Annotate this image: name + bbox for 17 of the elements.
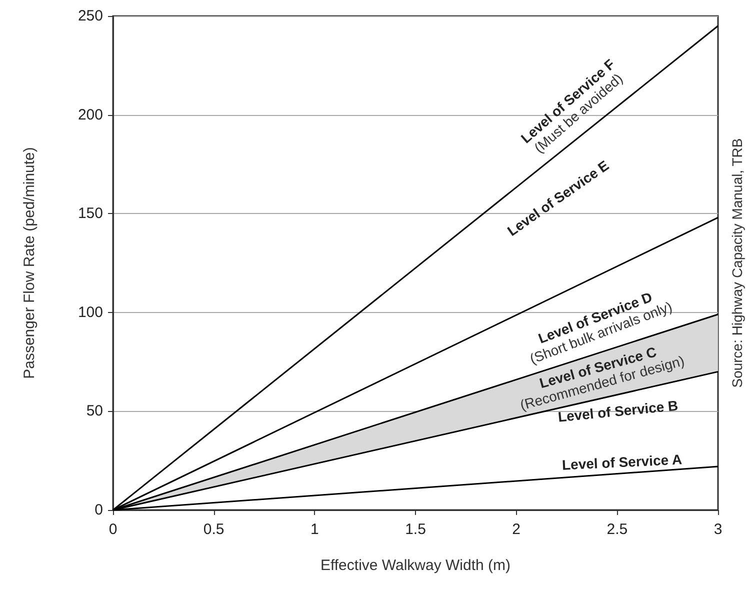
source-note: Source: Highway Capacity Manual, TRB [729, 138, 745, 388]
x-tick-label: 0 [108, 521, 118, 538]
y-tick-label: 100 [78, 304, 103, 321]
y-tick-label: 50 [86, 402, 103, 420]
y-tick-label: 0 [94, 502, 103, 518]
y-tick-label: 200 [78, 106, 103, 124]
x-tick-label: 2 [512, 521, 521, 538]
x-tick-label: 1.5 [405, 521, 426, 538]
y-tick-label: 250 [78, 8, 103, 24]
x-tick-label: 1 [310, 521, 319, 538]
x-tick-label: 2.5 [606, 521, 628, 538]
x-tick-label: 3 [714, 521, 722, 538]
x-tick-label: 0.5 [203, 521, 224, 538]
x-axis-title: Effective Walkway Width (m) [320, 557, 511, 574]
y-axis-title: Passenger Flow Rate (ped/minute) [21, 147, 38, 379]
annotation: Level of Service A [562, 451, 682, 473]
y-tick-label: 150 [78, 205, 103, 222]
